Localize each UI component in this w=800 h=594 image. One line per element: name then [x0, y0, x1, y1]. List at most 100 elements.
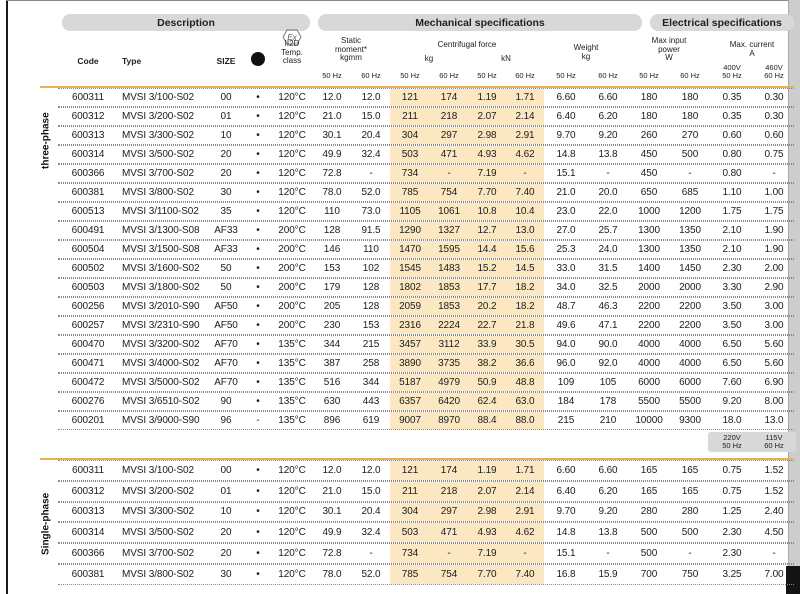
cell-sm_60hz: -	[369, 548, 373, 560]
cell-force_kg_50hz: 734	[390, 165, 430, 182]
cell-force_kg_60hz: 1853	[430, 279, 468, 296]
cell-csa: •	[256, 339, 260, 350]
cell-force_kg_50hz: 211	[390, 108, 430, 125]
cell-sm_60hz: 52.0	[361, 187, 381, 198]
cell-type: MVSI 3/1300-S08	[122, 225, 200, 236]
cell-sm_50hz: 21.0	[322, 111, 342, 122]
cell-current_50hz: 18.0	[722, 415, 742, 426]
cell-force_kn_50hz: 62.4	[468, 393, 506, 410]
cell-force_kg_50hz: 211	[390, 481, 430, 501]
cell-temp_class: 200°C	[278, 225, 306, 236]
cell-sm_50hz: 30.1	[322, 506, 342, 518]
cell-force_kg_50hz: 1470	[390, 241, 430, 258]
cell-power_60hz: 180	[681, 111, 699, 122]
cell-current_60hz: 6.90	[764, 377, 784, 388]
cell-size: AF50	[214, 301, 238, 312]
cell-type: MVSI 3/6510-S02	[122, 396, 200, 407]
csa-certification-icon	[251, 52, 265, 66]
cell-force_kn_60hz: 1.71	[506, 461, 544, 480]
cell-type: MVSI 3/1100-S02	[122, 206, 199, 217]
cell-weight_50hz: 16.8	[556, 568, 576, 580]
cell-sm_50hz: 344	[323, 339, 341, 350]
table-row: 600472 MVSI 3/5000-S02 AF70 • 135°C 516 344 518…	[58, 373, 794, 392]
cell-code: 600312	[71, 485, 105, 497]
cell-size: 20	[220, 548, 232, 560]
cell-type: MVSI 3/1800-S02	[122, 282, 200, 293]
scan-edge-corner	[786, 566, 800, 594]
cell-force_kn_50hz: 17.7	[468, 279, 506, 296]
cell-current_60hz: 0.75	[764, 149, 784, 160]
cell-weight_60hz: 6.60	[598, 92, 618, 103]
table-row: 600503 MVSI 3/1800-S02 50 • 200°C 179 128 1802 1…	[58, 278, 794, 297]
cell-force_kg_50hz: 785	[390, 564, 430, 584]
cell-size: 20	[220, 149, 232, 160]
header-rule	[40, 86, 794, 88]
cell-size: AF70	[214, 377, 238, 388]
cell-force_kg_50hz: 6357	[390, 393, 430, 410]
cell-current_50hz: 1.75	[722, 206, 742, 217]
cell-force_kg_60hz: 4979	[430, 374, 468, 391]
table-row: 600276 MVSI 3/6510-S02 90 • 135°C 630 443 6357 6…	[58, 392, 794, 411]
cell-sm_60hz: 128	[362, 282, 380, 293]
cell-current_50hz: 3.25	[722, 568, 742, 580]
cell-weight_60hz: 105	[599, 377, 617, 388]
cell-force_kg_60hz: 1327	[430, 222, 468, 239]
cell-sm_60hz: 110	[363, 244, 379, 255]
cell-type: MVSI 3/500-S02	[122, 527, 194, 539]
cell-current_60hz: 1.75	[764, 206, 784, 217]
cell-power_50hz: 10000	[635, 415, 663, 426]
cell-csa: •	[256, 485, 260, 497]
cell-temp_class: 120°C	[278, 92, 306, 103]
cell-force_kn_60hz: 4.62	[506, 523, 544, 543]
cell-power_60hz: 685	[681, 187, 699, 198]
cell-size: 20	[220, 168, 232, 179]
cell-sm_50hz: 110	[324, 206, 340, 217]
cell-code: 600513	[71, 206, 105, 217]
cell-force_kg_50hz: 121	[390, 461, 430, 480]
table-row: 600504 MVSI 3/1500-S08 AF33 • 200°C 146 110 147…	[58, 240, 794, 259]
cell-force_kn_50hz: 4.93	[468, 146, 506, 163]
cell-size: AF70	[214, 339, 238, 350]
col-header-code: Code	[77, 56, 99, 66]
cell-weight_50hz: 21.0	[556, 187, 576, 198]
cell-force_kn_60hz: 1.71	[506, 89, 544, 106]
cell-weight_60hz: 92.0	[598, 358, 618, 369]
cell-csa: •	[256, 282, 260, 293]
cell-force_kn_50hz: 88.4	[468, 412, 506, 429]
cell-temp_class: 135°C	[278, 377, 306, 388]
cell-type: MVSI 3/800-S02	[122, 568, 194, 580]
cell-size: 35	[220, 206, 232, 217]
table-row: 600366 MVSI 3/700-S02 20 • 120°C 72.8-734-7.1…	[58, 164, 794, 183]
cell-force_kn_60hz: 4.62	[506, 146, 544, 163]
cell-power_50hz: 2200	[638, 301, 660, 312]
cell-type: MVSI 3/1500-S08	[122, 244, 200, 255]
cell-force_kn_60hz: 10.4	[506, 203, 544, 220]
cell-weight_50hz: 15.1	[556, 168, 576, 179]
cell-weight_60hz: -	[606, 168, 610, 179]
table-row: 600311 MVSI 3/100-S02 00 • 120°C 12.0 12.0 121 1…	[58, 88, 794, 107]
cell-size: 00	[220, 92, 232, 103]
cell-force_kn_60hz: 2.91	[506, 127, 544, 144]
cell-power_50hz: 1300	[638, 225, 660, 236]
band-description: Description	[62, 14, 310, 31]
cell-weight_60hz: 22.0	[598, 206, 618, 217]
cell-sm_60hz: 102	[362, 263, 380, 274]
cell-current_50hz: 0.35	[722, 111, 742, 122]
cell-force_kn_50hz: 7.70	[468, 184, 506, 201]
cell-power_60hz: 1350	[679, 225, 701, 236]
cell-current_60hz: 3.00	[764, 320, 784, 331]
cell-force_kn_50hz: 15.2	[468, 260, 506, 277]
cell-type: MVSI 3/100-S02	[122, 92, 194, 103]
cell-temp_class: 120°C	[278, 187, 306, 198]
cell-sm_50hz: 72.8	[322, 548, 342, 560]
cell-force_kn_60hz: 48.8	[506, 374, 544, 391]
cell-sm_60hz: 12.0	[361, 464, 381, 476]
cell-csa: -	[256, 415, 260, 426]
cell-sm_50hz: 387	[323, 358, 341, 369]
cell-weight_60hz: 178	[599, 396, 617, 407]
cell-power_50hz: 180	[640, 111, 658, 122]
cell-force_kn_50hz: 1.19	[468, 461, 506, 480]
cell-csa: •	[256, 225, 260, 236]
cell-type: MVSI 3/300-S02	[122, 506, 194, 518]
cell-current_60hz: 5.60	[764, 358, 784, 369]
